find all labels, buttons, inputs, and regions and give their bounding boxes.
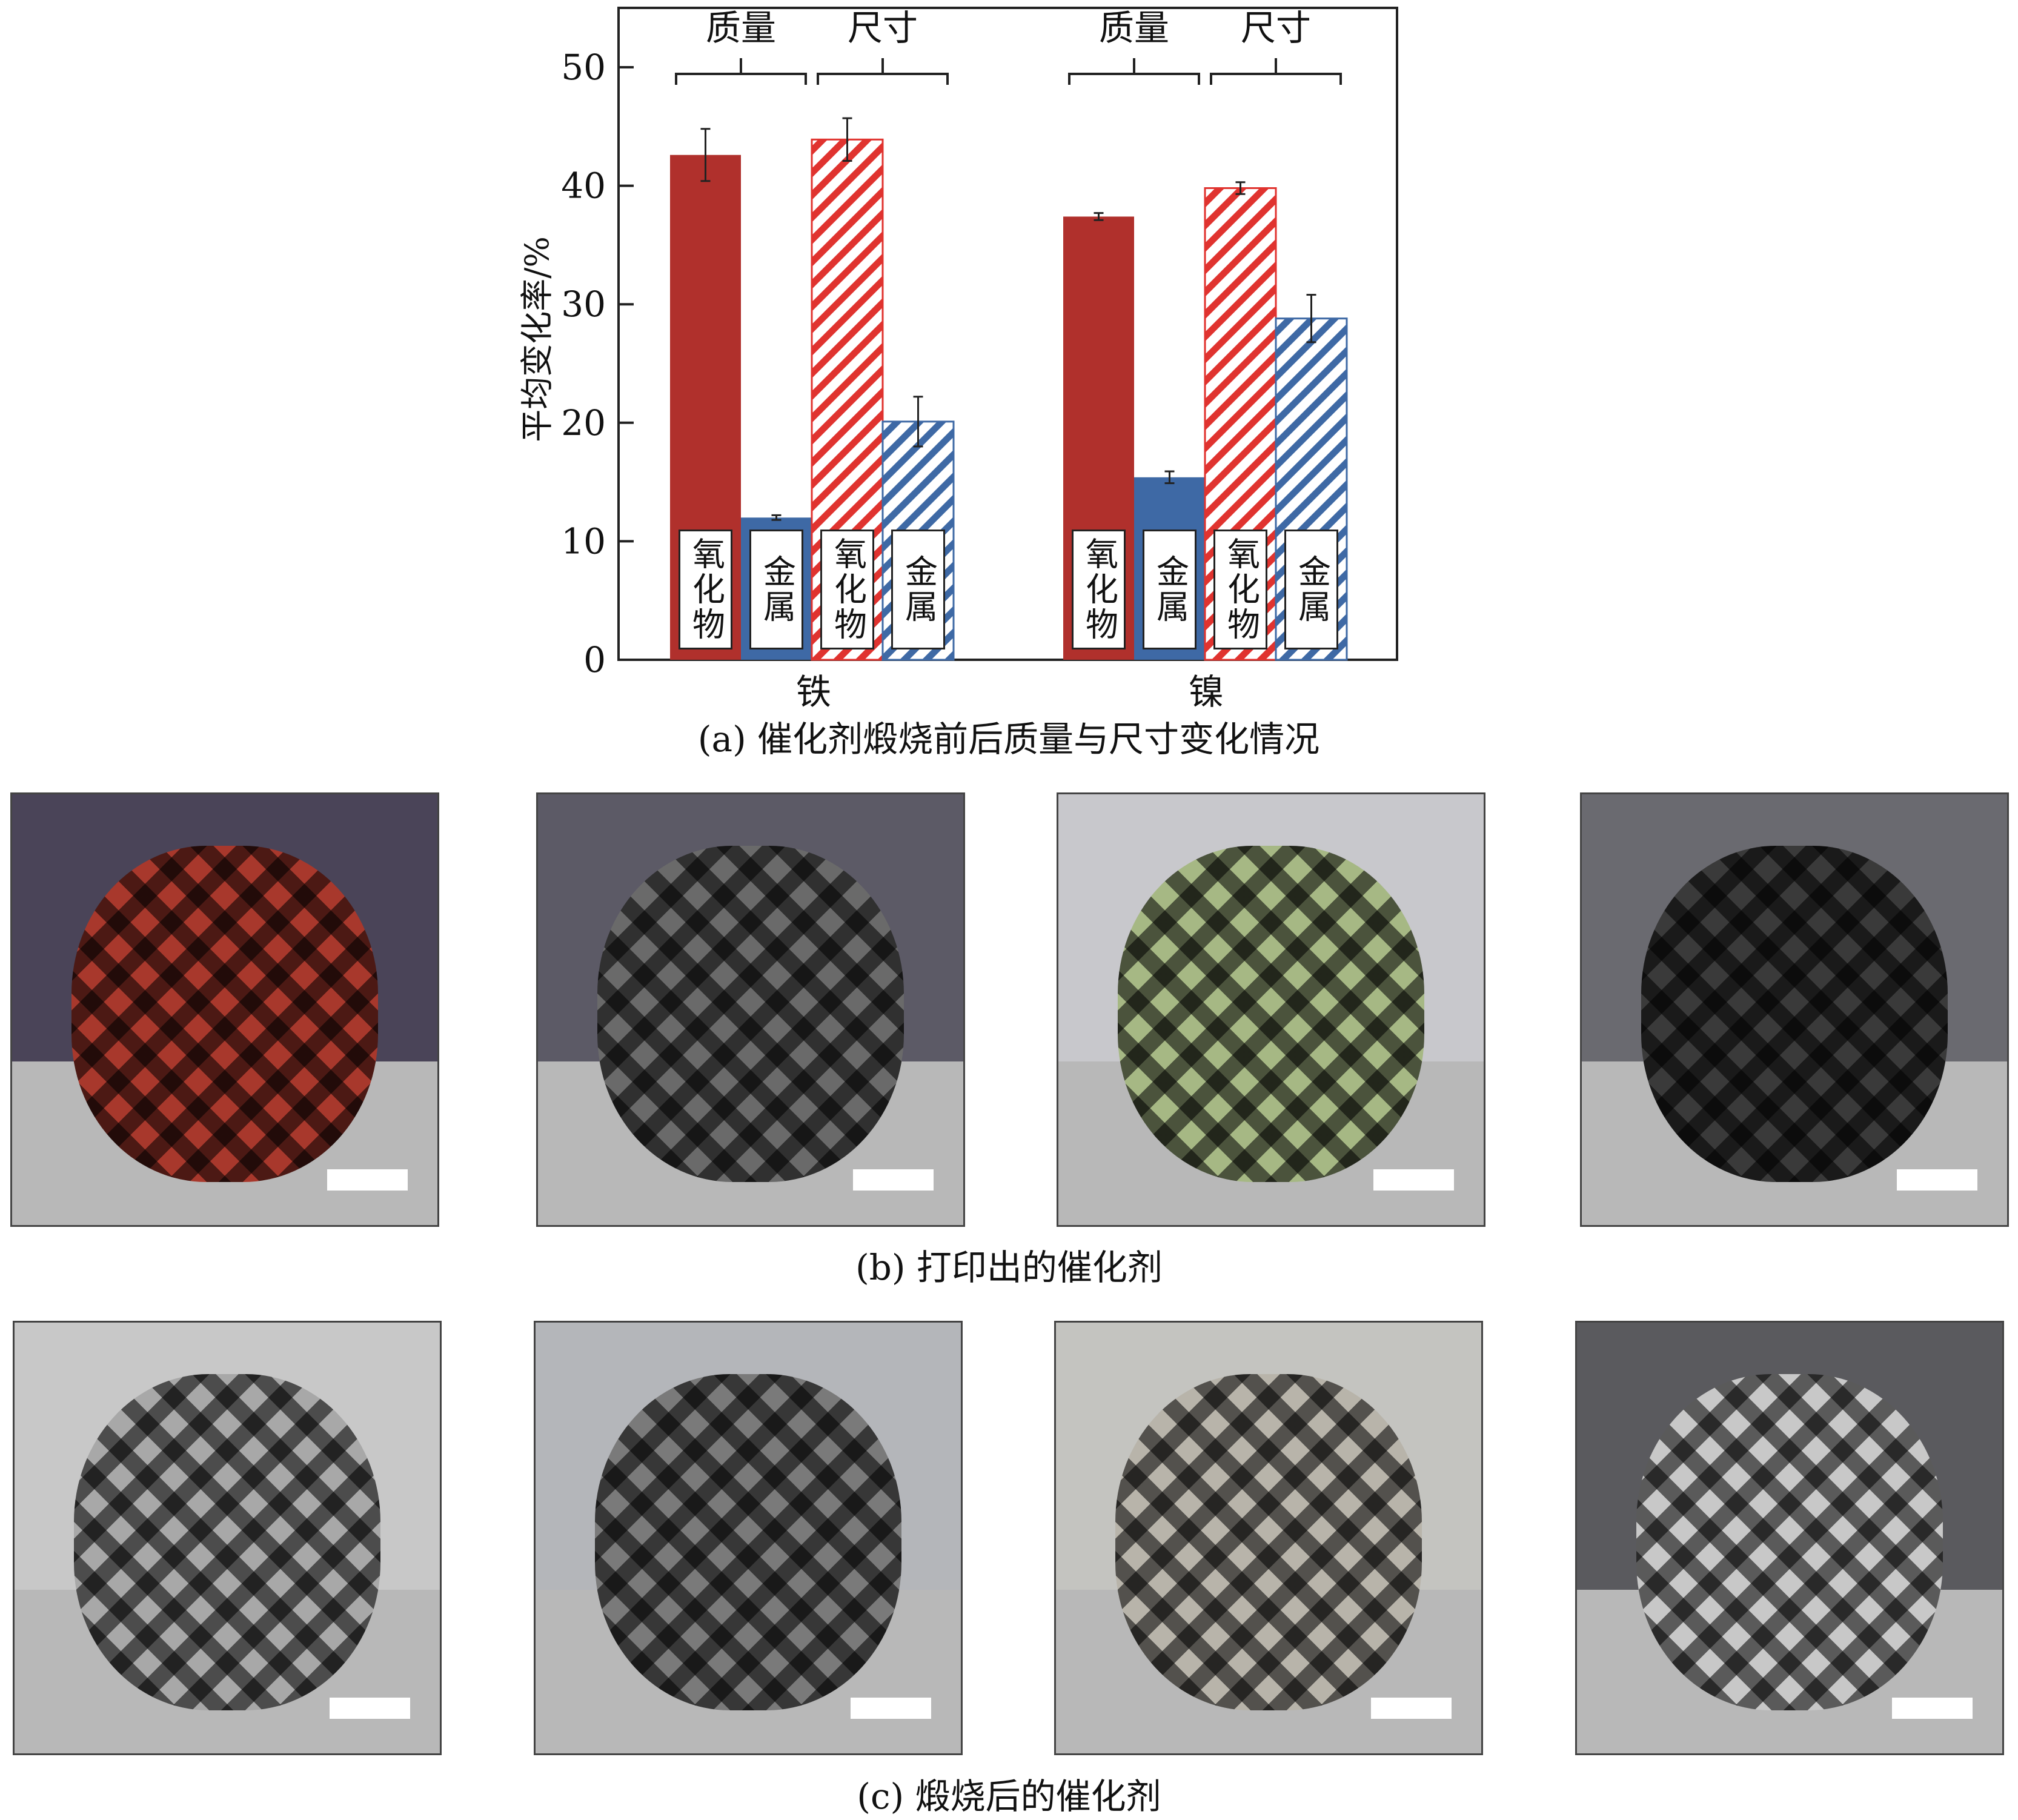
y-tick-label: 10 xyxy=(561,520,606,562)
catalyst-photo-c-3 xyxy=(1054,1321,1483,1755)
x-tick-label-fe: 铁 xyxy=(796,671,831,712)
bar-label-box: 金属 xyxy=(891,530,945,649)
lattice-structure xyxy=(71,846,378,1182)
catalyst-photo-b-4 xyxy=(1580,792,2009,1227)
bar-label: 金属 xyxy=(1150,554,1189,625)
y-tick-label: 50 xyxy=(561,47,606,88)
catalyst-photo-c-4 xyxy=(1575,1321,2004,1755)
lattice-structure xyxy=(1118,846,1424,1182)
plot-frame xyxy=(617,7,1398,661)
bar-label: 氧化物 xyxy=(828,537,867,642)
bar-label-box: 金属 xyxy=(749,530,803,649)
catalyst-photo-b-3 xyxy=(1057,792,1485,1227)
bar-label: 金属 xyxy=(757,554,796,625)
bar-label-box: 金属 xyxy=(1143,530,1197,649)
bar-label-box: 氧化物 xyxy=(1072,530,1126,649)
group-brace xyxy=(817,58,949,85)
bar-label-box: 金属 xyxy=(1284,530,1338,649)
group-header: 质量 xyxy=(706,7,776,48)
bar-label-box: 氧化物 xyxy=(679,530,732,649)
lattice-structure xyxy=(74,1374,380,1710)
y-tick-label: 20 xyxy=(561,402,606,443)
scale-bar xyxy=(1896,1169,1977,1191)
scale-bar xyxy=(329,1697,410,1719)
lattice-structure xyxy=(1115,1374,1422,1710)
group-brace xyxy=(1210,58,1342,85)
bar-label: 金属 xyxy=(1292,554,1331,625)
y-axis-label: 平均变化率/% xyxy=(518,236,556,442)
catalyst-photo-c-1 xyxy=(13,1321,442,1755)
scale-bar xyxy=(1373,1169,1454,1191)
bar-chart: 质量 尺寸 质量 尺寸 0 10 20 30 40 50 平均变化率/% 铁 镍 (a) 催化剂… xyxy=(518,7,1398,760)
lattice-structure xyxy=(1636,1374,1943,1710)
bar-label: 氧化物 xyxy=(1080,537,1118,642)
catalyst-photo-b-1 xyxy=(10,792,439,1227)
y-tick-label: 40 xyxy=(561,165,606,207)
lattice-structure xyxy=(595,1374,901,1710)
bar-label: 金属 xyxy=(899,554,938,625)
group-header: 尺寸 xyxy=(1241,7,1311,48)
scale-bar xyxy=(327,1169,408,1191)
y-tick-label: 30 xyxy=(561,284,606,325)
catalyst-photo-b-2 xyxy=(536,792,965,1227)
lattice-structure xyxy=(597,846,904,1182)
chart-title: (a) 催化剂煅烧前后质量与尺寸变化情况 xyxy=(698,719,1319,760)
group-header: 质量 xyxy=(1099,7,1169,48)
group-brace xyxy=(1068,58,1200,85)
y-tick-label: 0 xyxy=(583,639,606,680)
scale-bar xyxy=(850,1697,931,1719)
group-header: 尺寸 xyxy=(848,7,918,48)
scale-bar xyxy=(1370,1697,1452,1719)
x-tick-label-ni: 镍 xyxy=(1189,671,1224,712)
scale-bar xyxy=(1891,1697,1973,1719)
group-brace xyxy=(675,58,807,85)
caption-b: (b) 打印出的催化剂 xyxy=(855,1247,1163,1288)
y-axis: 0 10 20 30 40 50 xyxy=(561,47,634,680)
scale-bar xyxy=(852,1169,934,1191)
bar-label-box: 氧化物 xyxy=(1213,530,1267,649)
bar-label-box: 氧化物 xyxy=(820,530,874,649)
caption-c: (c) 煅烧后的催化剂 xyxy=(857,1776,1161,1817)
catalyst-photo-c-2 xyxy=(534,1321,963,1755)
lattice-structure xyxy=(1641,846,1948,1182)
bar-label: 氧化物 xyxy=(686,537,725,642)
bar-label: 氧化物 xyxy=(1221,537,1260,642)
